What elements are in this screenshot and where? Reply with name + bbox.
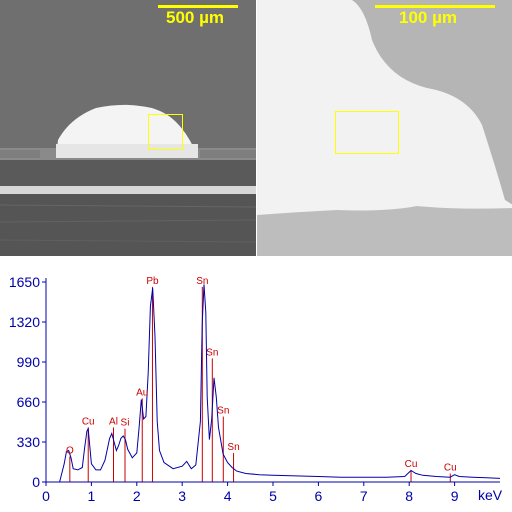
scale-bar-label: 100 µm	[399, 8, 457, 27]
peak-label: Al	[109, 416, 118, 427]
x-tick-label: 4	[224, 488, 232, 504]
x-tick-label: 2	[133, 488, 141, 504]
spectrum-line	[59, 284, 501, 483]
peak-label: Cu	[405, 459, 418, 470]
scale-bar	[375, 5, 495, 8]
peak-label: Sn	[217, 406, 229, 417]
peak-label: Pb	[146, 276, 159, 287]
x-tick-label: 9	[451, 488, 459, 504]
peak-label: O	[66, 446, 74, 457]
sem-image-overview: 500 µm	[0, 0, 256, 256]
peak-label: Au	[136, 387, 148, 398]
peak-label: Si	[121, 418, 130, 429]
peak-labels: O Cu Al Si Au Pb Sn Sn Sn Sn Cu Cu	[66, 276, 457, 474]
x-tick-label: 5	[269, 488, 277, 504]
sem-overview-drawing	[0, 0, 256, 256]
eds-spectrum-chart: 0 1 2 3 4 5 6 7 8 9 0 330 660 990 1320 1650 O Cu Al Si Au Pb…	[9, 274, 503, 504]
y-tick-label: 1650	[9, 274, 40, 290]
y-tick-label: 990	[17, 354, 41, 370]
region-of-interest-box	[335, 111, 399, 154]
scale-bar	[158, 5, 238, 8]
peak-label: Cu	[444, 463, 457, 474]
peak-markers	[69, 286, 451, 482]
peak-label: Cu	[82, 416, 95, 427]
x-tick-label: 6	[315, 488, 323, 504]
axis-ticks: 0 1 2 3 4 5 6 7 8 9 0 330 660 990 1320 1650	[9, 274, 459, 504]
sem-detail-drawing	[257, 0, 512, 256]
x-tick-label: 1	[88, 488, 96, 504]
peak-label: Sn	[227, 442, 239, 453]
x-tick-label: 8	[405, 488, 413, 504]
sem-image-detail: 100 µm	[257, 0, 512, 256]
y-tick-label: 0	[32, 474, 40, 490]
peak-label: Sn	[196, 276, 208, 287]
y-tick-label: 660	[17, 394, 41, 410]
y-tick-label: 330	[17, 434, 41, 450]
region-of-interest-box	[148, 114, 183, 150]
x-tick-label: 7	[360, 488, 368, 504]
y-tick-label: 1320	[9, 314, 40, 330]
x-tick-label: 0	[42, 488, 50, 504]
x-tick-label: 3	[178, 488, 186, 504]
scale-bar-label: 500 µm	[166, 8, 224, 27]
x-axis-label: keV	[478, 487, 503, 503]
peak-label: Sn	[206, 347, 218, 358]
